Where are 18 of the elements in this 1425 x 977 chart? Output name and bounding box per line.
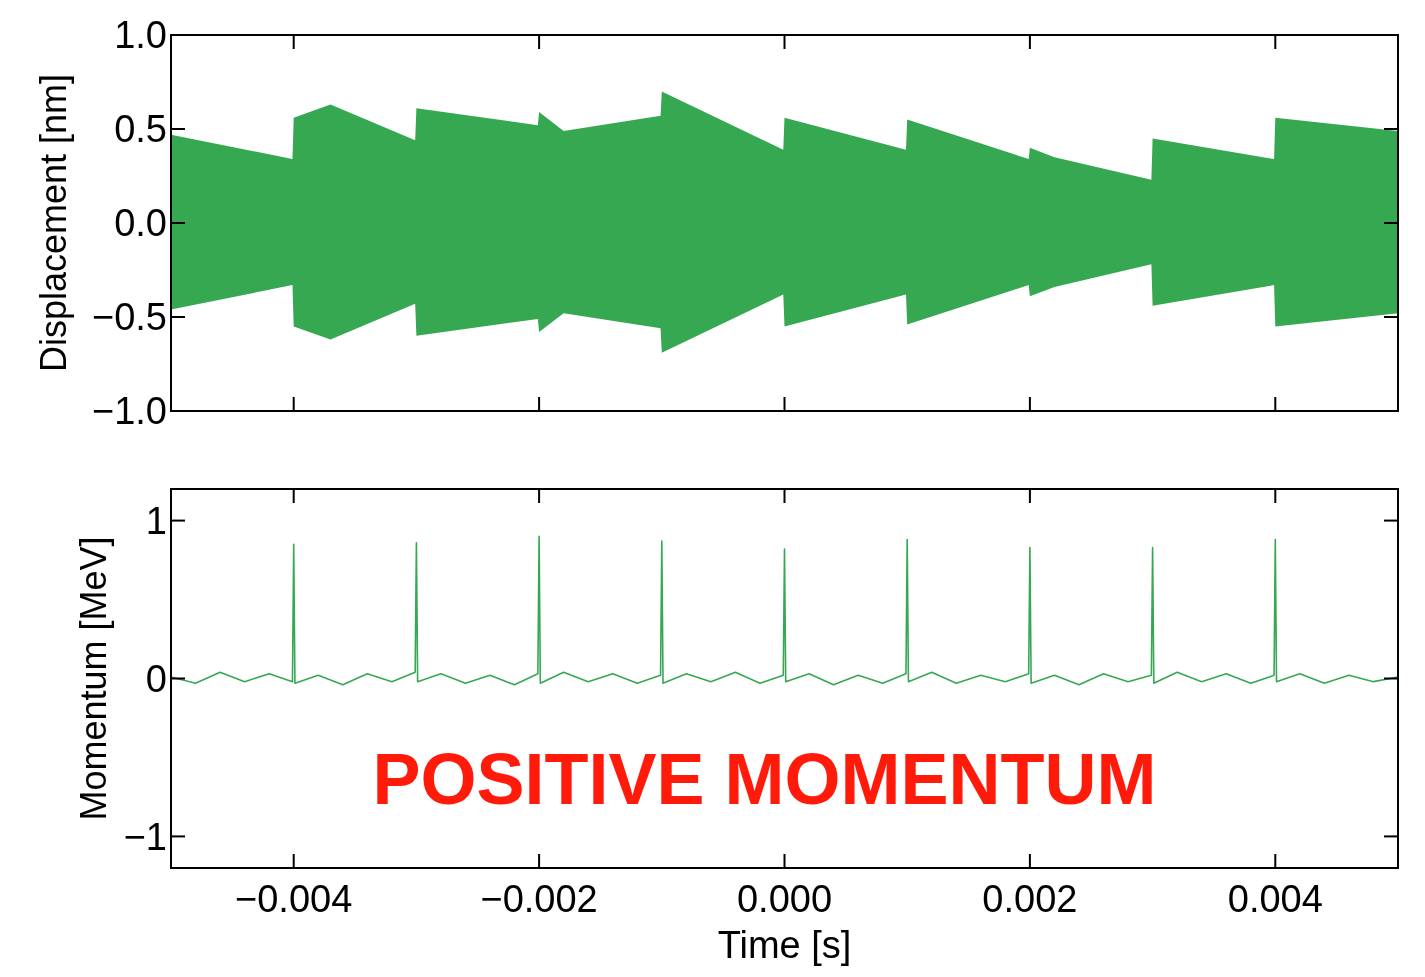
y-tick-label: 0.5 [114, 108, 167, 151]
y-tick-label: 1 [145, 499, 167, 542]
y-tick-label: 0 [145, 657, 167, 700]
annotation: POSITIVE MOMENTUM [372, 739, 1157, 819]
y-tick-label: −0.5 [91, 296, 167, 339]
y-axis-title: Displacement [nm] [33, 73, 74, 373]
y-tick-label: 0.0 [114, 202, 167, 245]
x-tick-label: 0.000 [736, 878, 833, 920]
y-axis-title: Momentum [MeV] [73, 536, 114, 821]
x-axis-title: Time [s] [717, 924, 852, 966]
x-tick-label: −0.002 [480, 878, 598, 920]
y-tick-label: 1.0 [114, 14, 167, 57]
y-tick-label: −1 [123, 815, 167, 858]
y-tick-label: −1.0 [91, 390, 167, 433]
x-tick-label: −0.004 [235, 878, 353, 920]
line-series [171, 535, 1398, 686]
x-tick-label: 0.002 [982, 878, 1078, 920]
x-tick-label: 0.004 [1227, 878, 1323, 920]
